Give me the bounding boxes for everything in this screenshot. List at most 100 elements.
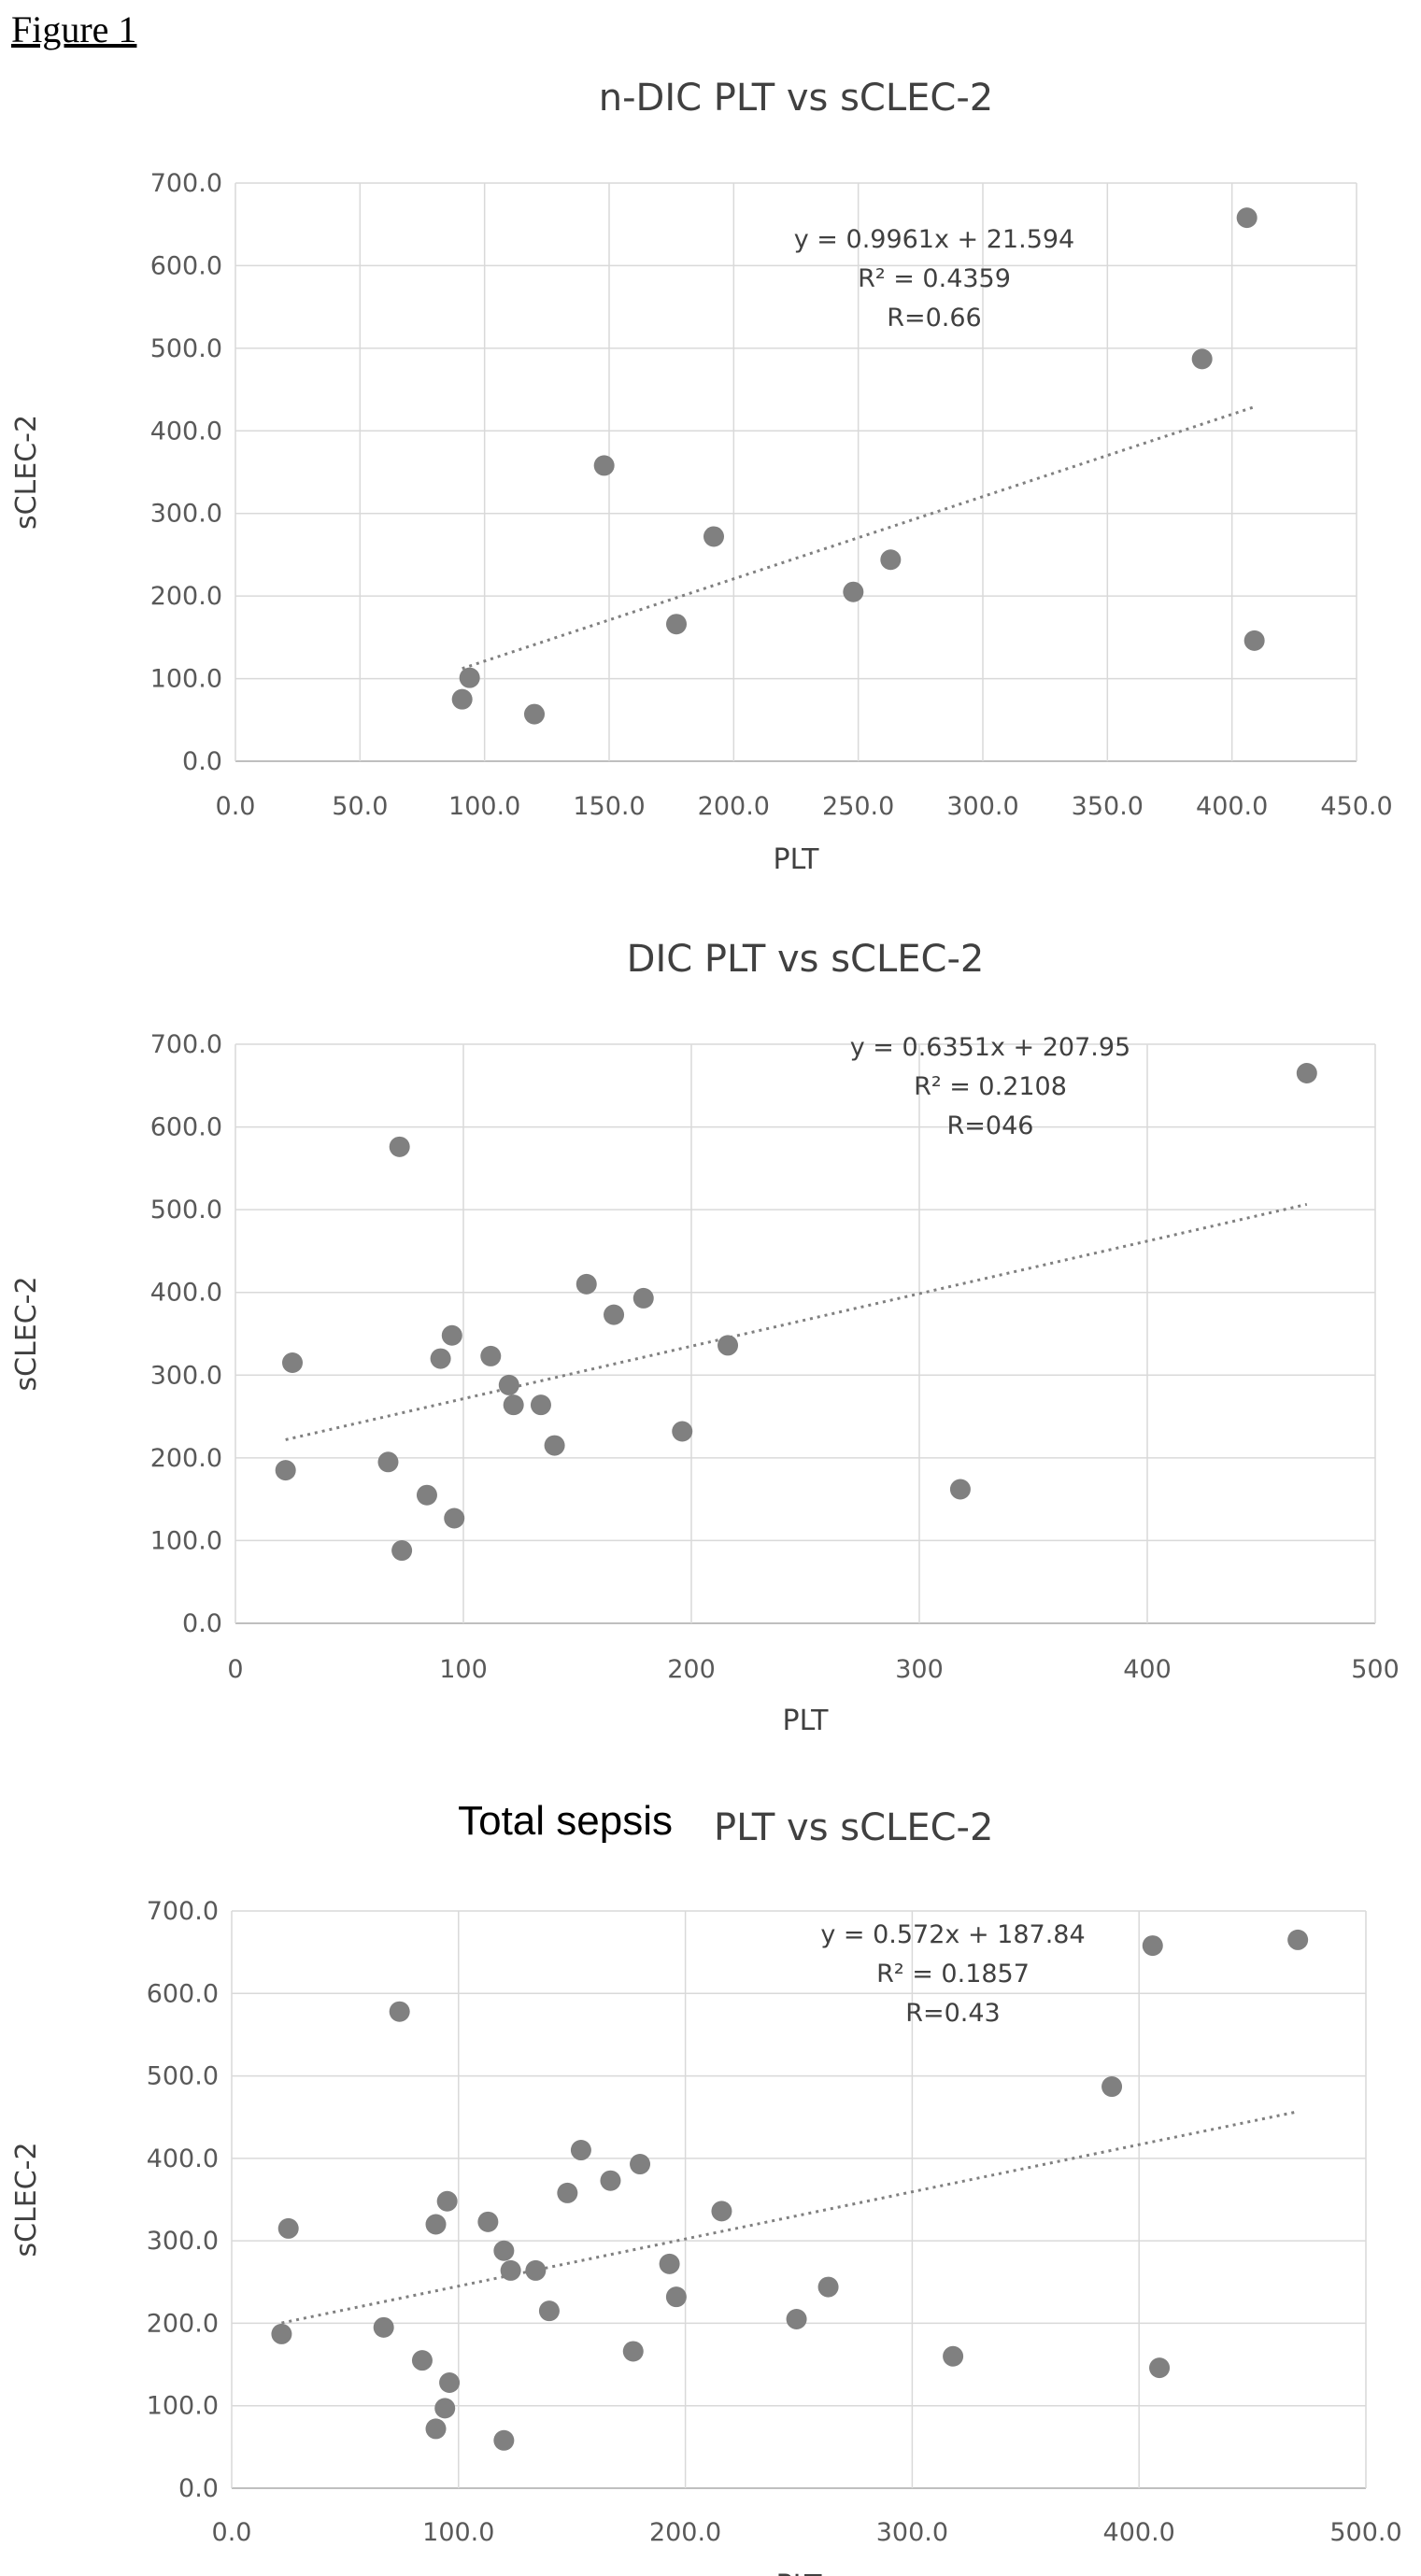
trendline xyxy=(281,2110,1299,2325)
y-tick-label: 100.0 xyxy=(150,1526,222,1555)
data-point xyxy=(666,614,687,635)
data-point xyxy=(557,2182,578,2203)
chart-title: n-DIC PLT vs sCLEC-2 xyxy=(599,77,993,120)
data-point xyxy=(1287,1929,1309,1950)
regression-annotation: y = 0.6351x + 207.95 xyxy=(850,1033,1130,1062)
y-tick-label: 300.0 xyxy=(150,1361,222,1390)
y-axis-label: sCLEC-2 xyxy=(10,1276,43,1391)
data-point xyxy=(1101,2076,1123,2098)
y-tick-label: 0.0 xyxy=(182,1609,222,1638)
data-point xyxy=(1296,1063,1317,1083)
x-tick-label: 100.0 xyxy=(448,792,520,821)
data-point xyxy=(389,1136,410,1157)
data-point xyxy=(604,1304,625,1325)
chart-total-sepsis-svg: Total sepsis PLT vs sCLEC-2 0.0 100.0 200.0 3… xyxy=(10,1798,1402,2576)
trendline xyxy=(285,1202,1308,1441)
data-point xyxy=(373,2316,394,2338)
data-point xyxy=(282,1352,303,1373)
x-tick-label: 200.0 xyxy=(649,2518,721,2547)
data-point xyxy=(430,1348,451,1369)
data-point xyxy=(441,1324,462,1346)
y-tick-label: 500.0 xyxy=(150,334,222,363)
data-point xyxy=(703,526,724,547)
regression-annotation: R=046 xyxy=(947,1111,1034,1140)
regression-annotation: y = 0.9961x + 21.594 xyxy=(794,225,1074,254)
regression-annotation: R=0.66 xyxy=(887,304,982,333)
x-tick-label: 50.0 xyxy=(332,792,388,821)
regression-annotation: R² = 0.2108 xyxy=(914,1072,1067,1101)
data-point xyxy=(622,2341,644,2362)
data-point xyxy=(530,1394,551,1416)
y-tick-label: 500.0 xyxy=(147,2062,219,2091)
y-tick-label: 500.0 xyxy=(150,1196,222,1224)
x-axis-label: PLT xyxy=(776,2569,823,2576)
data-point xyxy=(843,581,864,602)
x-tick-label: 200.0 xyxy=(698,792,770,821)
regression-annotation: y = 0.572x + 187.84 xyxy=(820,1920,1085,1949)
regression-annotation: R² = 0.4359 xyxy=(858,264,1011,293)
x-tick-label: 300.0 xyxy=(946,792,1018,821)
y-axis-label: sCLEC-2 xyxy=(10,415,43,530)
data-point xyxy=(451,688,473,710)
data-point xyxy=(425,2418,447,2440)
x-tick-label: 350.0 xyxy=(1072,792,1144,821)
x-tick-label: 450.0 xyxy=(1320,792,1392,821)
data-point xyxy=(416,1484,437,1506)
data-point xyxy=(439,2371,461,2393)
data-point xyxy=(436,2190,458,2212)
y-tick-label: 200.0 xyxy=(147,2309,219,2338)
data-point xyxy=(524,703,545,725)
data-point xyxy=(498,1374,519,1395)
data-point xyxy=(672,1421,693,1442)
data-point xyxy=(943,2345,964,2367)
chart-n-dic: n-DIC PLT vs sCLEC-2 0.0 100.0 200.0 300.0 40… xyxy=(0,56,1421,876)
data-point xyxy=(600,2170,621,2191)
x-tick-label: 500 xyxy=(1351,1655,1400,1684)
data-point xyxy=(500,2259,521,2281)
data-point xyxy=(593,455,615,476)
chart-title-part: PLT vs sCLEC-2 xyxy=(714,1806,993,1849)
data-point xyxy=(718,1335,739,1356)
y-axis-label: sCLEC-2 xyxy=(10,2142,43,2257)
x-tick-label: 0 xyxy=(227,1655,243,1684)
data-point xyxy=(632,1287,654,1309)
y-tick-label: 400.0 xyxy=(150,1279,222,1308)
x-tick-label: 100.0 xyxy=(422,2518,494,2547)
regression-annotation: R=0.43 xyxy=(905,1999,1001,2028)
x-tick-label: 400.0 xyxy=(1196,792,1268,821)
data-point xyxy=(425,2214,447,2235)
data-point xyxy=(493,2429,515,2451)
x-tick-label: 0.0 xyxy=(216,792,256,821)
y-tick-label: 400.0 xyxy=(150,417,222,446)
data-point xyxy=(434,2398,456,2419)
x-tick-label: 200 xyxy=(667,1655,716,1684)
x-axis-label: PLT xyxy=(774,843,820,876)
x-tick-label: 500.0 xyxy=(1329,2518,1401,2547)
x-tick-label: 400 xyxy=(1123,1655,1172,1684)
data-point xyxy=(480,1345,502,1366)
data-point xyxy=(1191,348,1213,370)
x-tick-label: 300.0 xyxy=(876,2518,948,2547)
data-point xyxy=(503,1394,524,1416)
y-tick-label: 400.0 xyxy=(147,2144,219,2173)
data-point xyxy=(271,2323,292,2344)
y-tick-label: 0.0 xyxy=(178,2474,219,2503)
x-axis-label: PLT xyxy=(783,1705,830,1737)
data-point xyxy=(570,2140,591,2161)
data-point xyxy=(1142,1935,1163,1957)
trendline xyxy=(462,405,1256,671)
figure-label: Figure 1 xyxy=(11,8,137,50)
data-point xyxy=(525,2259,547,2281)
x-tick-label: 250.0 xyxy=(822,792,894,821)
y-tick-label: 700.0 xyxy=(147,1897,219,1926)
y-tick-label: 600.0 xyxy=(147,1979,219,2008)
data-point xyxy=(786,2309,807,2330)
data-point xyxy=(880,549,902,571)
y-tick-label: 700.0 xyxy=(150,1030,222,1059)
data-point xyxy=(711,2201,732,2222)
data-point xyxy=(949,1479,971,1500)
data-point xyxy=(576,1273,597,1295)
y-tick-label: 600.0 xyxy=(150,251,222,280)
data-point xyxy=(659,2253,680,2274)
y-tick-label: 100.0 xyxy=(147,2392,219,2421)
